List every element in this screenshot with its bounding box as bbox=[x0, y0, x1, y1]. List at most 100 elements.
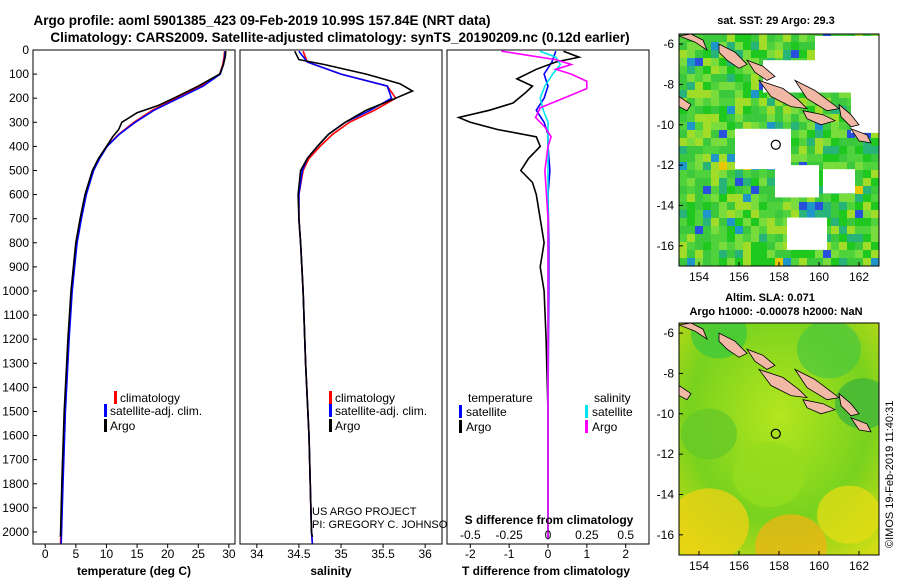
sst-map-cell bbox=[695, 42, 703, 50]
depth-tick-label: 1700 bbox=[2, 453, 29, 467]
sst-map-cell bbox=[807, 194, 815, 202]
sst-map-cell bbox=[711, 178, 719, 186]
sst-map-cell bbox=[775, 122, 783, 130]
diff-legend-t-argo-label: Argo bbox=[466, 420, 492, 434]
sst-map-cell bbox=[855, 202, 863, 210]
sst-map-cell bbox=[791, 122, 799, 130]
sst-map-cell bbox=[711, 242, 719, 250]
sst-map-cell bbox=[743, 218, 751, 226]
sst-map-cell bbox=[735, 234, 743, 242]
sst-map-ticks: 154 156 158 160 162 -6 -8 -10 -12 -14 -16 bbox=[657, 37, 870, 284]
sst-map-cell bbox=[743, 34, 751, 42]
sst-map-cell bbox=[679, 66, 687, 74]
sst-map-cell bbox=[775, 242, 783, 250]
sst-map-cell bbox=[775, 114, 783, 122]
sst-map-cell bbox=[735, 42, 743, 50]
sst-map-cell bbox=[767, 250, 775, 258]
difference-s-x-tick-label: -0.5 bbox=[460, 528, 481, 542]
sst-map-cell bbox=[831, 98, 839, 106]
sst-map-cell bbox=[823, 258, 831, 266]
sst-map-cell bbox=[679, 114, 687, 122]
sst-map-cell bbox=[767, 170, 775, 178]
sst-map-cell bbox=[791, 258, 799, 266]
sst-map-cell bbox=[695, 154, 703, 162]
sst-map-cell bbox=[823, 250, 831, 258]
sst-map-cell bbox=[703, 146, 711, 154]
difference-t-x-tick-label: -1 bbox=[504, 547, 515, 561]
sst-map-cell bbox=[791, 250, 799, 258]
sst-map-cell bbox=[839, 146, 847, 154]
sst-map-cell bbox=[863, 226, 871, 234]
sst-map-cell bbox=[871, 154, 879, 162]
sla-map-land bbox=[793, 368, 840, 401]
sst-map-cell bbox=[775, 106, 783, 114]
sst-map-cell bbox=[703, 114, 711, 122]
temperature-clip-area bbox=[33, 50, 235, 544]
sst-map-cell bbox=[791, 50, 799, 58]
sst-map-cell bbox=[711, 162, 719, 170]
sst-map-cloud-gap bbox=[823, 169, 855, 194]
sst-map-cell bbox=[687, 242, 695, 250]
sst-map-cell bbox=[687, 66, 695, 74]
sst-map-cell bbox=[791, 154, 799, 162]
salinity-x-ticks: 34 34.5 35 35.5 36 bbox=[250, 544, 432, 561]
sst-map-cell bbox=[695, 194, 703, 202]
sst-map-cell bbox=[799, 154, 807, 162]
sst-map-cell bbox=[743, 122, 751, 130]
sst-map-cell bbox=[743, 226, 751, 234]
salinity-legend: climatology satellite-adj. clim. Argo bbox=[329, 391, 427, 433]
sla-map-blob bbox=[817, 485, 879, 544]
sst-map-cell bbox=[719, 74, 727, 82]
sst-map-cell bbox=[831, 210, 839, 218]
sst-map-cell bbox=[695, 162, 703, 170]
sst-map-cell bbox=[703, 226, 711, 234]
sst-map-cell bbox=[703, 74, 711, 82]
sst-map-cell bbox=[759, 50, 767, 58]
sst-map-cell bbox=[839, 194, 847, 202]
sst-map-cell bbox=[799, 138, 807, 146]
sst-map-cell bbox=[727, 154, 735, 162]
legend-climatology-label: climatology bbox=[120, 391, 180, 405]
sst-map-cell bbox=[855, 250, 863, 258]
sst-map-cell bbox=[695, 98, 703, 106]
sst-map-cell bbox=[759, 122, 767, 130]
sst-map-cell bbox=[735, 98, 743, 106]
sst-map-cell bbox=[759, 114, 767, 122]
sst-map-cell bbox=[751, 186, 759, 194]
sst-map-cell bbox=[703, 258, 711, 266]
sst-map-title: sat. SST: 29 Argo: 29.3 bbox=[717, 15, 835, 27]
diff-legend-s-satellite-swatch bbox=[585, 405, 588, 418]
sst-map-cell bbox=[695, 146, 703, 154]
sst-map-cell bbox=[719, 226, 727, 234]
sst-map-cell bbox=[767, 210, 775, 218]
sst-map-cell bbox=[815, 138, 823, 146]
sst-map-panel: sat. SST: 29 Argo: 29.3 154 156 158 160 162 -… bbox=[657, 15, 880, 284]
map-x-tick-label: 154 bbox=[689, 270, 709, 284]
sst-map-cell bbox=[863, 154, 871, 162]
sst-map-cell bbox=[703, 66, 711, 74]
sst-map-cell bbox=[751, 82, 759, 90]
sst-map-cell bbox=[847, 138, 855, 146]
sst-map-cell bbox=[767, 194, 775, 202]
sst-map-cell bbox=[831, 114, 839, 122]
sst-map-cell bbox=[799, 130, 807, 138]
temperature-x-tick-label: 15 bbox=[130, 547, 144, 561]
sst-map-cell bbox=[847, 218, 855, 226]
sst-map-cell bbox=[695, 74, 703, 82]
sst-map-cell bbox=[759, 242, 767, 250]
sst-map-cell bbox=[839, 258, 847, 266]
temperature-series-argo bbox=[59, 51, 227, 537]
sla-map-title-line1: Altim. SLA: 0.071 bbox=[725, 292, 815, 304]
depth-y-ticks: 0 100 200 300 400 500 600 700 800 900 1000 1100 1200… bbox=[2, 43, 451, 539]
map-y-tick-label: -10 bbox=[657, 118, 675, 132]
difference-series-s-argo bbox=[501, 50, 588, 540]
sst-map-cell bbox=[783, 258, 791, 266]
salinity-series-argo bbox=[293, 50, 415, 537]
sst-map-cell bbox=[751, 210, 759, 218]
sst-map-cell bbox=[719, 186, 727, 194]
legend-climatology-swatch bbox=[114, 391, 117, 404]
sst-map-cell bbox=[679, 130, 687, 138]
sst-map-cell bbox=[679, 170, 687, 178]
depth-tick-label: 1000 bbox=[2, 284, 29, 298]
sst-map-cell bbox=[711, 66, 719, 74]
